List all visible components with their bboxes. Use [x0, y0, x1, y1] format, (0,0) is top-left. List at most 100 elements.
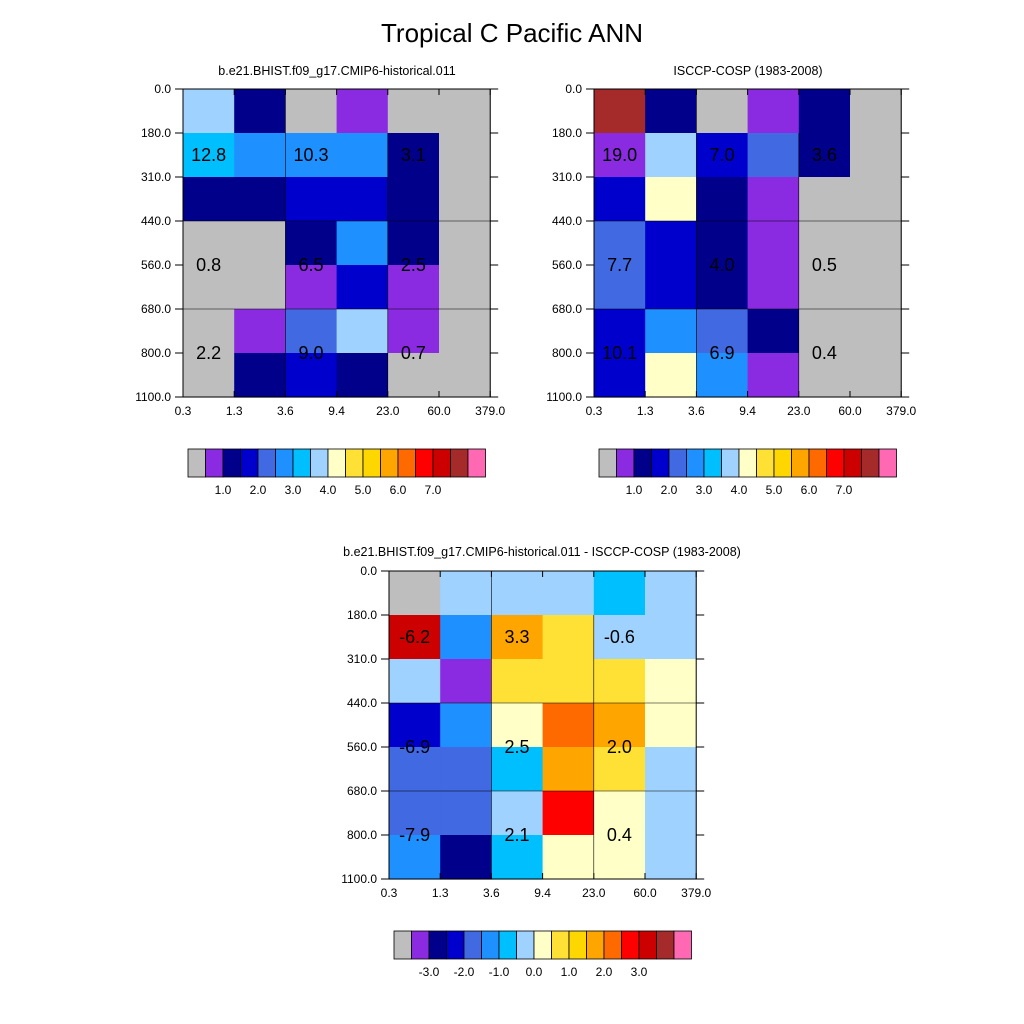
- y-tick-label-model-0: 0.0: [154, 82, 171, 96]
- y-tick-label-obs-4: 560.0: [552, 258, 582, 272]
- heatmap-cell-model-4-1: [234, 265, 286, 310]
- heatmap-cell-model-4-2: [285, 265, 338, 310]
- cell-value-label-diff-0: -6.2: [399, 627, 430, 647]
- heatmap-cell-obs-3-0: [594, 221, 646, 266]
- x-tick-label-obs-4: 23.0: [787, 404, 811, 418]
- cell-value-label-model-0: 12.8: [191, 145, 226, 165]
- heatmap-cell-model-3-1: [234, 221, 286, 266]
- y-tick-label-diff-7: 1100.0: [341, 872, 377, 886]
- heatmap-cell-obs-0-0: [594, 89, 646, 134]
- heatmap-cell-model-0-4: [387, 89, 440, 134]
- heatmap-cell-obs-0-2: [696, 89, 749, 134]
- heatmap-cell-obs-3-2: [696, 221, 749, 266]
- heatmap-cell-obs-4-3: [747, 265, 800, 310]
- colorbar-box-obs-16: [878, 448, 897, 478]
- colorbar-box-diff-14: [638, 930, 657, 960]
- heatmap-cell-diff-0-3: [542, 571, 595, 616]
- heatmap-cell-model-1-0: [183, 133, 235, 178]
- heatmap-cell-model-3-2: [285, 221, 338, 266]
- colorbar-box-obs-7: [721, 448, 740, 478]
- heatmap-cell-diff-5-1: [440, 791, 492, 836]
- colorbar-box-model-9: [345, 448, 364, 478]
- colorbar-box-diff-8: [533, 930, 552, 960]
- cell-value-label-model-4: 6.5: [298, 255, 323, 275]
- cell-value-label-model-2: 3.1: [401, 145, 426, 165]
- x-tick-label-diff-2: 3.6: [483, 886, 500, 900]
- panel-diff: b.e21.BHIST.f09_g17.CMIP6-historical.011…: [341, 545, 741, 979]
- colorbar-box-model-1: [205, 448, 224, 478]
- cell-value-label-obs-7: 6.9: [709, 343, 734, 363]
- heatmap-cell-obs-6-1: [645, 353, 697, 398]
- y-tick-label-obs-6: 800.0: [552, 346, 582, 360]
- colorbar-box-model-0: [187, 448, 206, 478]
- heatmap-cell-model-5-3: [336, 309, 389, 354]
- heatmap-cell-obs-6-5: [850, 353, 902, 398]
- x-tick-label-model-2: 3.6: [277, 404, 294, 418]
- x-tick-label-model-6: 379.0: [475, 404, 505, 418]
- colorbar-box-diff-10: [568, 930, 587, 960]
- colorbar-box-model-5: [275, 448, 294, 478]
- colorbar-box-obs-4: [668, 448, 687, 478]
- y-tick-label-model-5: 680.0: [141, 302, 171, 316]
- heatmap-cell-diff-4-4: [593, 747, 646, 792]
- colorbar-box-model-16: [467, 448, 486, 478]
- colorbar-label-model-6: 7.0: [425, 483, 442, 497]
- heatmap-cell-model-2-0: [183, 177, 235, 222]
- colorbar-label-obs-4: 5.0: [766, 483, 783, 497]
- panel-model: b.e21.BHIST.f09_g17.CMIP6-historical.011…: [135, 64, 505, 497]
- heatmap-cell-model-6-1: [234, 353, 286, 398]
- colorbar-box-model-14: [432, 448, 451, 478]
- heatmap-cell-model-5-1: [234, 309, 286, 354]
- heatmap-cell-diff-6-3: [542, 835, 595, 880]
- colorbar-box-model-6: [292, 448, 311, 478]
- heatmap-cell-model-4-0: [183, 265, 235, 310]
- colorbar-box-diff-7: [516, 930, 535, 960]
- colorbar-box-obs-11: [791, 448, 810, 478]
- y-tick-label-model-4: 560.0: [141, 258, 171, 272]
- cell-value-label-diff-2: -0.6: [604, 627, 635, 647]
- x-tick-label-obs-3: 9.4: [739, 404, 756, 418]
- heatmap-cell-diff-5-0: [389, 791, 441, 836]
- cell-value-label-model-6: 2.2: [196, 343, 221, 363]
- x-tick-label-obs-0: 0.3: [586, 404, 603, 418]
- heatmap-cell-diff-5-5: [645, 791, 697, 836]
- colorbar-box-model-15: [450, 448, 469, 478]
- heatmap-cell-diff-4-2: [491, 747, 544, 792]
- heatmap-cell-obs-0-5: [850, 89, 902, 134]
- heatmap-cell-model-2-3: [336, 177, 389, 222]
- heatmap-cell-model-5-4: [387, 309, 440, 354]
- colorbar-box-model-2: [222, 448, 241, 478]
- y-tick-label-diff-5: 680.0: [347, 784, 377, 798]
- heatmap-cell-diff-6-0: [389, 835, 441, 880]
- heatmap-cell-model-5-0: [183, 309, 235, 354]
- colorbar-label-obs-2: 3.0: [696, 483, 713, 497]
- cell-value-label-model-7: 9.0: [298, 343, 323, 363]
- heatmap-cell-obs-1-3: [747, 133, 800, 178]
- heatmap-cell-model-5-2: [285, 309, 338, 354]
- colorbar-label-model-0: 1.0: [215, 483, 232, 497]
- heatmap-cell-diff-6-2: [491, 835, 544, 880]
- heatmap-cell-model-0-3: [336, 89, 389, 134]
- colorbar-box-diff-5: [481, 930, 500, 960]
- y-tick-label-model-6: 800.0: [141, 346, 171, 360]
- heatmap-cell-model-2-5: [439, 177, 491, 222]
- heatmap-cell-diff-2-1: [440, 659, 492, 704]
- heatmap-cell-diff-5-2: [491, 791, 544, 836]
- heatmap-cell-model-2-1: [234, 177, 286, 222]
- colorbar-box-model-8: [327, 448, 346, 478]
- heatmap-cell-model-3-0: [183, 221, 235, 266]
- x-tick-label-diff-1: 1.3: [432, 886, 449, 900]
- colorbar-box-diff-2: [428, 930, 447, 960]
- colorbar-box-obs-10: [773, 448, 792, 478]
- cell-value-label-diff-8: 0.4: [607, 825, 632, 845]
- colorbar-label-obs-0: 1.0: [626, 483, 643, 497]
- heatmap-cell-obs-2-0: [594, 177, 646, 222]
- heatmap-cell-obs-3-4: [798, 221, 851, 266]
- heatmap-cell-diff-4-3: [542, 747, 595, 792]
- colorbar-box-obs-8: [738, 448, 757, 478]
- cell-value-label-diff-3: -6.9: [399, 737, 430, 757]
- heatmap-cell-diff-5-3: [542, 791, 595, 836]
- heatmap-cell-obs-4-0: [594, 265, 646, 310]
- colorbar-label-obs-3: 4.0: [731, 483, 748, 497]
- heatmap-cell-model-6-3: [336, 353, 389, 398]
